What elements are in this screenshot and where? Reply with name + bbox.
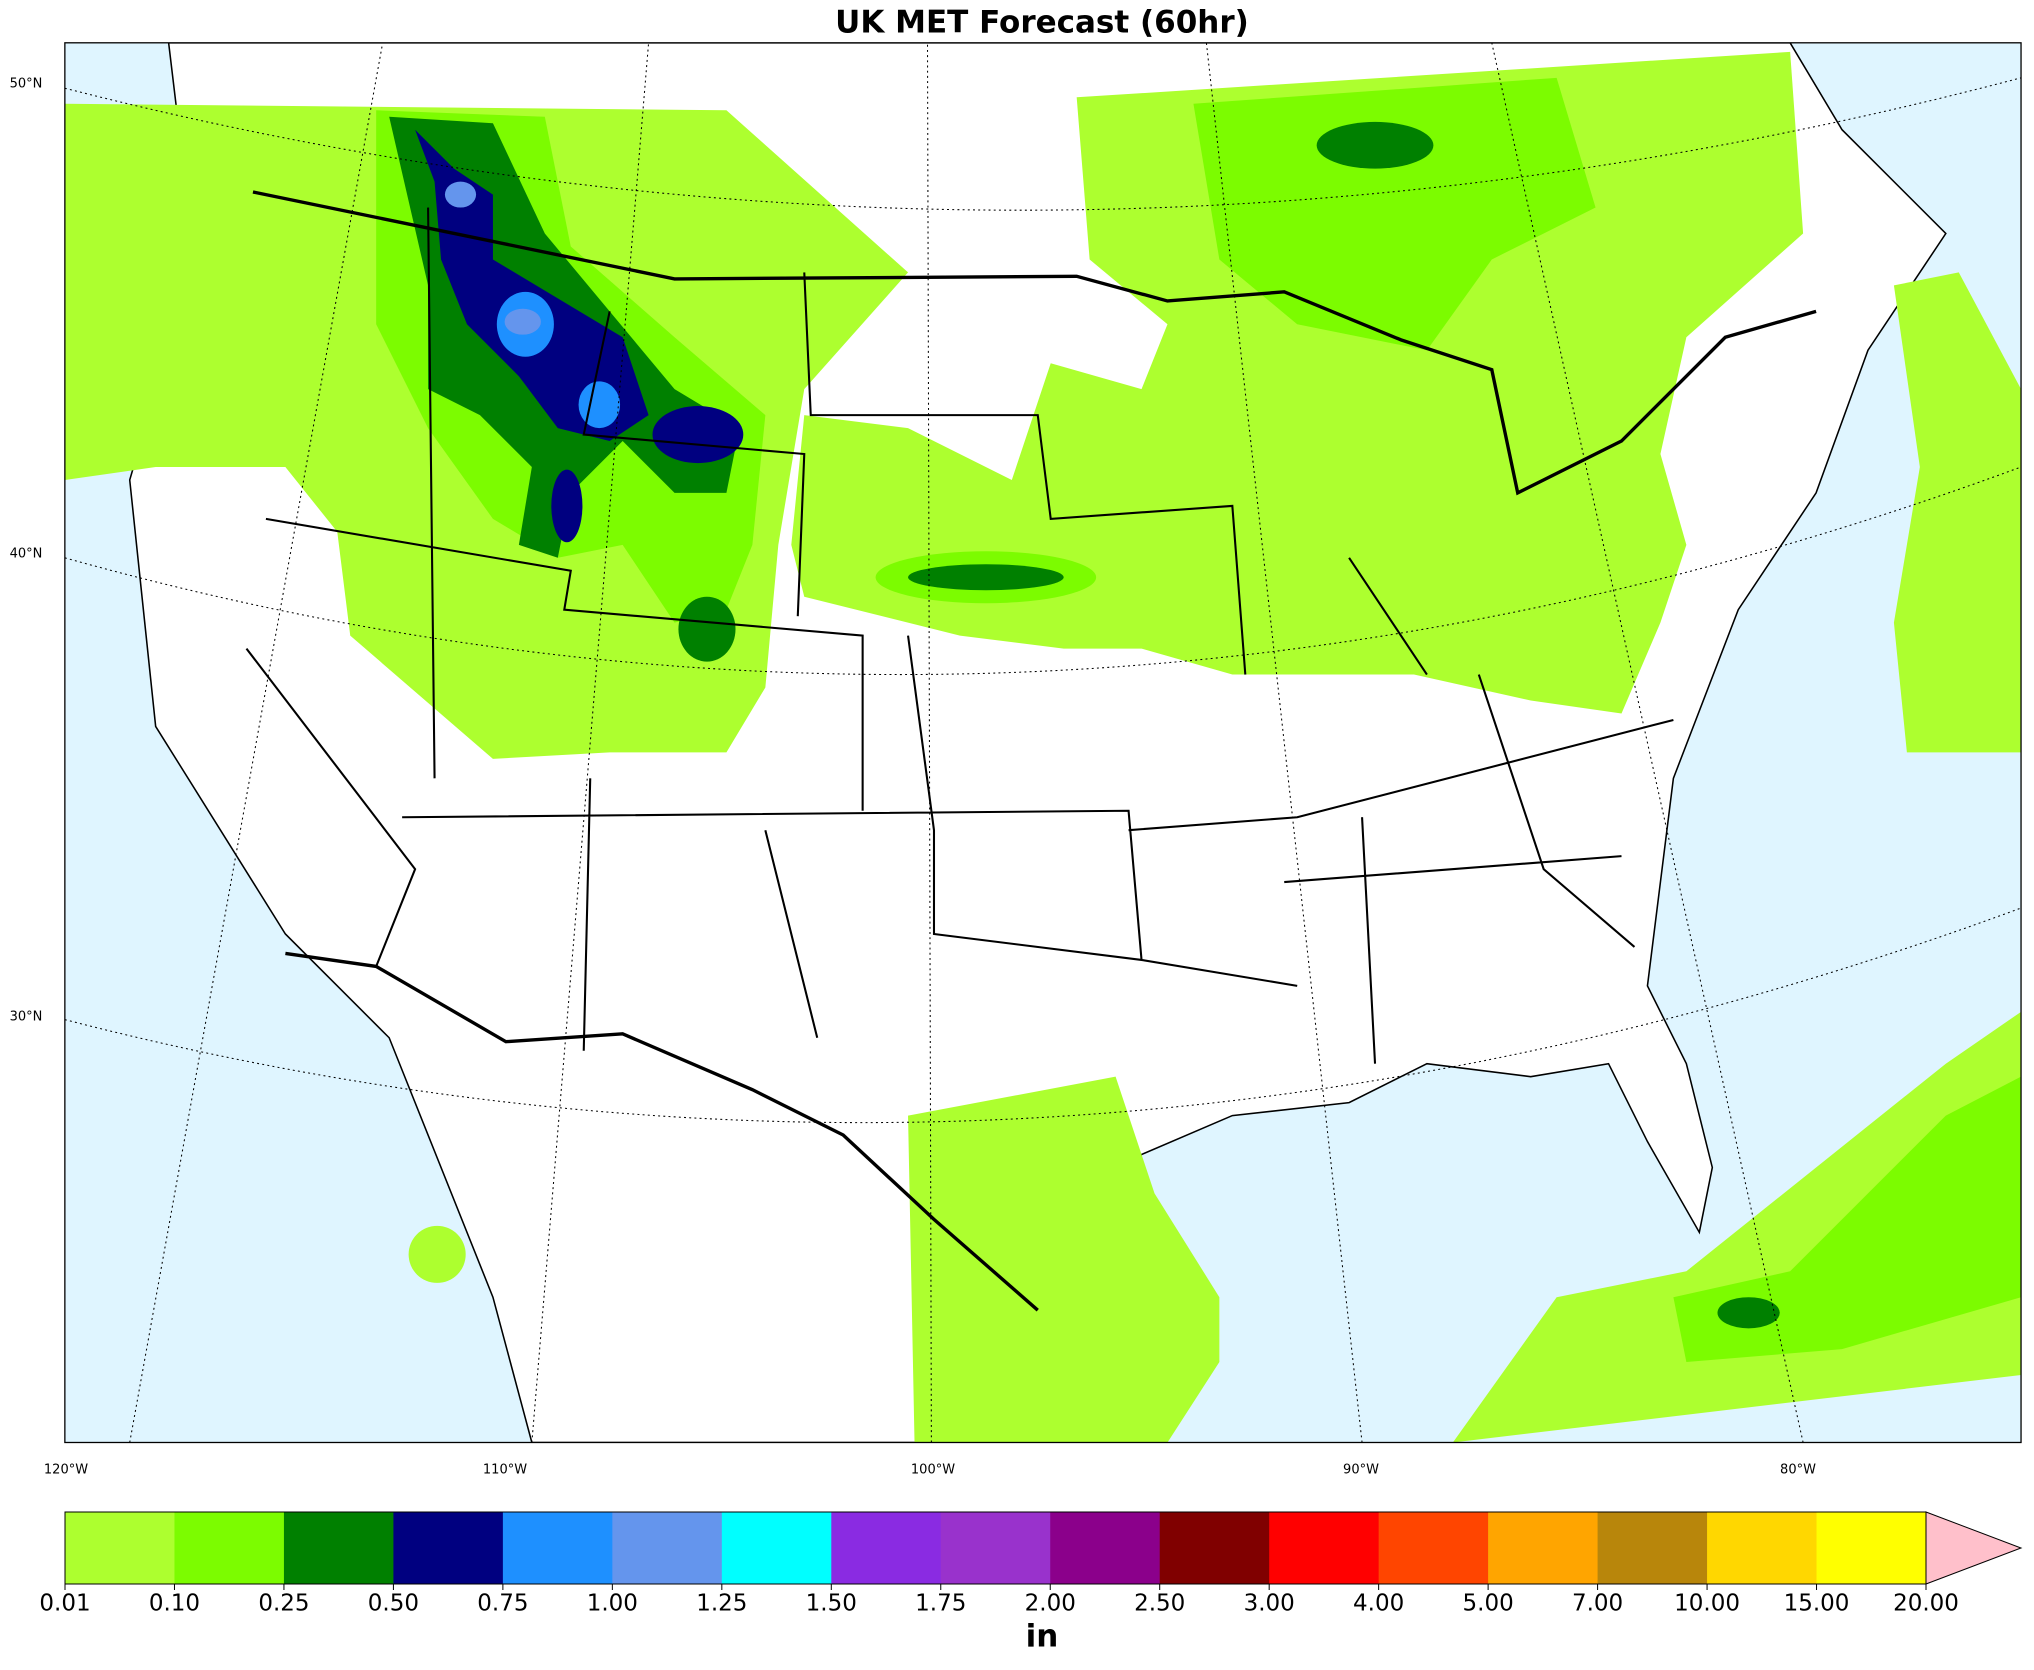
colorbar-tick-label: 7.00 [1572, 1591, 1623, 1617]
colorbar-tick-label: 0.01 [39, 1591, 90, 1617]
precip-area [1673, 1076, 2022, 1363]
colorbar-bin [831, 1512, 942, 1584]
colorbar-tick-label: 0.25 [258, 1591, 309, 1617]
colorbar-tick-label: 1.50 [806, 1591, 857, 1617]
precip-area [908, 1076, 1220, 1443]
colorbar-bin [174, 1512, 285, 1584]
border [285, 951, 1039, 1312]
lon-label: 90°W [1343, 1463, 1379, 1478]
colorbar-tick-label: 0.75 [477, 1591, 528, 1617]
colorbar-bin [502, 1512, 613, 1584]
lon-label: 120°W [44, 1463, 88, 1478]
colorbar-bin [1488, 1512, 1599, 1584]
colorbar-tick-label: 20.00 [1893, 1591, 1959, 1617]
colorbar-bin [1378, 1512, 1489, 1584]
border [245, 207, 1674, 1064]
colorbar-tick-label: 2.00 [1025, 1591, 1076, 1617]
lat-label: 30°N [10, 1010, 43, 1025]
lat-label: 40°N [10, 547, 43, 562]
lon-label: 100°W [911, 1463, 955, 1478]
precip-area [444, 181, 477, 208]
precip-area [408, 1225, 466, 1283]
lon-label: 110°W [483, 1463, 527, 1478]
precip-area [1193, 77, 1596, 351]
map [64, 42, 2022, 1444]
colorbar-tick-label: 5.00 [1463, 1591, 1514, 1617]
colorbar-tick-label: 0.50 [368, 1591, 419, 1617]
colorbar-tick-label: 0.10 [149, 1591, 200, 1617]
precip-area [504, 308, 541, 335]
precip-area [1316, 121, 1434, 169]
colorbar-bin [1597, 1512, 1708, 1584]
precip-area [551, 469, 583, 543]
map-frame [64, 42, 2022, 1444]
colorbar-tick-label: 3.00 [1244, 1591, 1295, 1617]
colorbar-bin [612, 1512, 723, 1584]
colorbar-bin [393, 1512, 504, 1584]
precip-area [578, 381, 621, 429]
precip-area [678, 596, 736, 662]
colorbar-tick-label: 1.25 [696, 1591, 747, 1617]
colorbar-bin [65, 1512, 175, 1584]
colorbar-tick-label: 1.00 [587, 1591, 638, 1617]
precip-area [652, 406, 744, 464]
colorbar-bin [1707, 1512, 1818, 1584]
colorbar-tick-label: 1.75 [915, 1591, 966, 1617]
colorbar-bin [1816, 1512, 1927, 1584]
precip-area [1717, 1297, 1780, 1329]
lon-label: 80°W [1780, 1463, 1816, 1478]
graticule [64, 42, 2022, 1443]
precip-area [908, 564, 1064, 591]
colorbar-bin [283, 1512, 394, 1584]
colorbar-tick-label: 10.00 [1674, 1591, 1740, 1617]
colorbar-frame [64, 1511, 1927, 1585]
lat-label: 50°N [10, 77, 43, 92]
colorbar-label: in [1026, 1619, 1059, 1655]
colorbar-tick-label: 2.50 [1134, 1591, 1185, 1617]
precip-area [415, 129, 649, 442]
colorbar-bin [1159, 1512, 1270, 1584]
colorbar-extend [1925, 1511, 2023, 1585]
colorbar-bin [1050, 1512, 1161, 1584]
colorbar: 0.01 0.10 0.25 0.50 0.75 1.00 1.25 1.50 1.75 2.00… [39, 1511, 2023, 1617]
title: UK MET Forecast (60hr) [835, 5, 1249, 41]
colorbar-bin [721, 1512, 832, 1584]
colorbar-tick-label: 4.00 [1353, 1591, 1404, 1617]
colorbar-bin [1269, 1512, 1380, 1584]
border [252, 190, 1817, 496]
colorbar-bin [940, 1512, 1051, 1584]
precip-area [1893, 272, 2022, 753]
colorbar-tick-label: 15.00 [1784, 1591, 1850, 1617]
